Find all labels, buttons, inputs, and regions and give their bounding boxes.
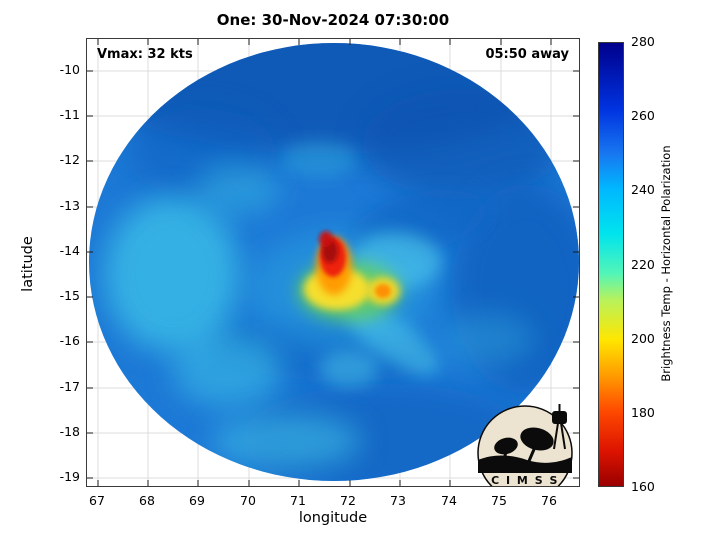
cimss-logo: C I M S S <box>477 404 573 486</box>
colorbar-tick-label: 160 <box>631 479 655 494</box>
x-tick-label: 67 <box>89 493 105 508</box>
colorbar-tick-label: 260 <box>631 108 655 123</box>
y-tick-label: -18 <box>59 424 80 439</box>
y-tick-label: -14 <box>59 243 80 258</box>
vmax-annotation: Vmax: 32 kts <box>97 47 193 62</box>
y-tick-label: -16 <box>59 333 80 348</box>
y-axis-label: latitude <box>20 236 36 292</box>
x-tick-label: 73 <box>390 493 406 508</box>
x-tick-label: 74 <box>441 493 457 508</box>
colorbar-gradient <box>599 43 623 486</box>
radio-tower-icon <box>552 404 567 450</box>
y-tick-label: -12 <box>59 152 80 167</box>
colorbar-tick-label: 240 <box>631 182 655 197</box>
axis-ticks <box>87 39 579 486</box>
y-tick-label: -15 <box>59 288 80 303</box>
swath-canvas: C I M S S <box>87 39 579 486</box>
plot-area: C I M S S Vmax: 32 kts 05:50 away <box>86 38 580 487</box>
y-tick-label: -17 <box>59 379 80 394</box>
colorbar-tick-label: 280 <box>631 34 655 49</box>
x-tick-label: 70 <box>240 493 256 508</box>
eta-annotation: 05:50 away <box>485 47 569 62</box>
x-tick-label: 68 <box>139 493 155 508</box>
colorbar-tick-label: 220 <box>631 257 655 272</box>
colorbar <box>598 42 624 487</box>
cimss-logo-text: C I M S S <box>491 474 559 486</box>
y-tick-label: -11 <box>59 107 80 122</box>
colorbar-tick-label: 180 <box>631 405 655 420</box>
plot-title: One: 30-Nov-2024 07:30:00 <box>216 11 450 29</box>
x-axis-label: longitude <box>298 510 368 526</box>
x-tick-label: 76 <box>541 493 557 508</box>
y-tick-label: -10 <box>59 62 80 77</box>
colorbar-label: Brightness Temp - Horizontal Polarizatio… <box>659 145 673 382</box>
x-tick-label: 69 <box>189 493 205 508</box>
x-tick-label: 72 <box>340 493 356 508</box>
x-tick-label: 75 <box>491 493 507 508</box>
y-tick-label: -13 <box>59 198 80 213</box>
colorbar-tick-label: 200 <box>631 331 655 346</box>
x-tick-label: 71 <box>290 493 306 508</box>
y-tick-label: -19 <box>59 469 80 484</box>
